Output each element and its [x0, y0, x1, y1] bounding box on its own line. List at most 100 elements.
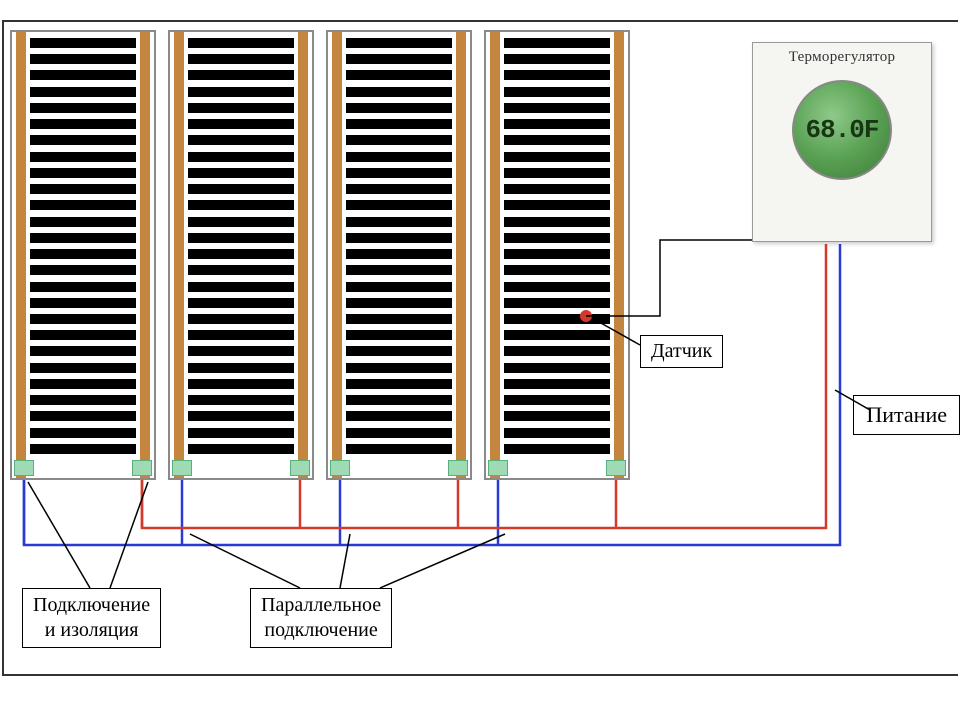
heating-strip	[504, 87, 610, 97]
heating-strip	[346, 38, 452, 48]
panel-rail	[298, 32, 308, 478]
heating-strip	[30, 184, 136, 194]
heating-strip	[346, 265, 452, 275]
heating-strip	[346, 135, 452, 145]
heating-strip	[188, 200, 294, 210]
heating-strip	[30, 379, 136, 389]
heating-strip	[504, 444, 610, 454]
heating-strip	[188, 217, 294, 227]
thermostat-reading: 68.0F	[805, 115, 878, 145]
panel-rail	[614, 32, 624, 478]
heating-strip	[188, 152, 294, 162]
heating-panel	[326, 30, 472, 480]
heating-strip	[188, 119, 294, 129]
heating-strip	[188, 168, 294, 178]
heating-panel	[10, 30, 156, 480]
panel-strips	[30, 38, 136, 454]
heating-strip	[346, 119, 452, 129]
panel-strips	[188, 38, 294, 454]
panel-terminal	[290, 460, 310, 476]
heating-strip	[346, 184, 452, 194]
heating-strip	[346, 330, 452, 340]
heating-strip	[346, 54, 452, 64]
heating-strip	[30, 233, 136, 243]
panel-rail	[16, 32, 26, 478]
heating-strip	[30, 152, 136, 162]
panel-terminal	[132, 460, 152, 476]
panel-rail	[174, 32, 184, 478]
heating-strip	[346, 233, 452, 243]
heating-strip	[188, 346, 294, 356]
heating-strip	[30, 217, 136, 227]
heating-strip	[30, 103, 136, 113]
heating-strip	[504, 233, 610, 243]
heating-strip	[346, 152, 452, 162]
heating-strip	[188, 379, 294, 389]
heating-strip	[188, 135, 294, 145]
panel-terminal	[14, 460, 34, 476]
heating-strip	[30, 38, 136, 48]
heating-strip	[30, 168, 136, 178]
heating-strip	[30, 282, 136, 292]
thermostat-title: Терморегулятор	[753, 49, 931, 66]
heating-strip	[188, 395, 294, 405]
heating-strip	[346, 395, 452, 405]
heating-strip	[30, 70, 136, 80]
heating-strip	[504, 346, 610, 356]
heating-strip	[346, 411, 452, 421]
panel-rail	[490, 32, 500, 478]
label-connection: Подключениеи изоляция	[22, 588, 161, 648]
heating-strip	[30, 428, 136, 438]
heating-strip	[30, 346, 136, 356]
heating-strip	[504, 38, 610, 48]
heating-strip	[188, 444, 294, 454]
heating-strip	[188, 330, 294, 340]
heating-strip	[504, 54, 610, 64]
heating-strip	[30, 265, 136, 275]
heating-strip	[346, 428, 452, 438]
heating-strip	[346, 70, 452, 80]
thermostat: Терморегулятор 68.0F	[752, 42, 932, 242]
panel-terminal	[172, 460, 192, 476]
heating-strip	[30, 395, 136, 405]
heating-strip	[504, 249, 610, 259]
heating-strip	[504, 379, 610, 389]
heating-strip	[346, 249, 452, 259]
heating-strip	[30, 135, 136, 145]
heating-panel	[484, 30, 630, 480]
panel-terminal	[606, 460, 626, 476]
heating-strip	[188, 233, 294, 243]
heating-strip	[346, 103, 452, 113]
heating-strip	[504, 363, 610, 373]
heating-strip	[504, 217, 610, 227]
heating-strip	[504, 184, 610, 194]
heating-strip	[188, 363, 294, 373]
heating-strip	[346, 314, 452, 324]
heating-strip	[504, 200, 610, 210]
panel-strips	[504, 38, 610, 454]
sensor-dot-icon	[580, 310, 592, 322]
panel-rail	[140, 32, 150, 478]
heating-strip	[504, 428, 610, 438]
heating-strip	[504, 298, 610, 308]
heating-strip	[188, 184, 294, 194]
heating-strip	[30, 363, 136, 373]
heating-strip	[188, 411, 294, 421]
heating-strip	[188, 298, 294, 308]
panel-terminal	[330, 460, 350, 476]
heating-strip	[346, 346, 452, 356]
heating-strip	[30, 200, 136, 210]
heating-strip	[346, 282, 452, 292]
heating-strip	[30, 54, 136, 64]
panel-terminal	[488, 460, 508, 476]
heating-strip	[188, 103, 294, 113]
heating-strip	[346, 87, 452, 97]
panel-rail	[332, 32, 342, 478]
label-parallel: Параллельноеподключение	[250, 588, 392, 648]
heating-strip	[188, 70, 294, 80]
heating-strip	[346, 363, 452, 373]
label-power: Питание	[853, 395, 960, 435]
heating-strip	[504, 70, 610, 80]
heating-strip	[30, 87, 136, 97]
heating-strip	[504, 395, 610, 405]
